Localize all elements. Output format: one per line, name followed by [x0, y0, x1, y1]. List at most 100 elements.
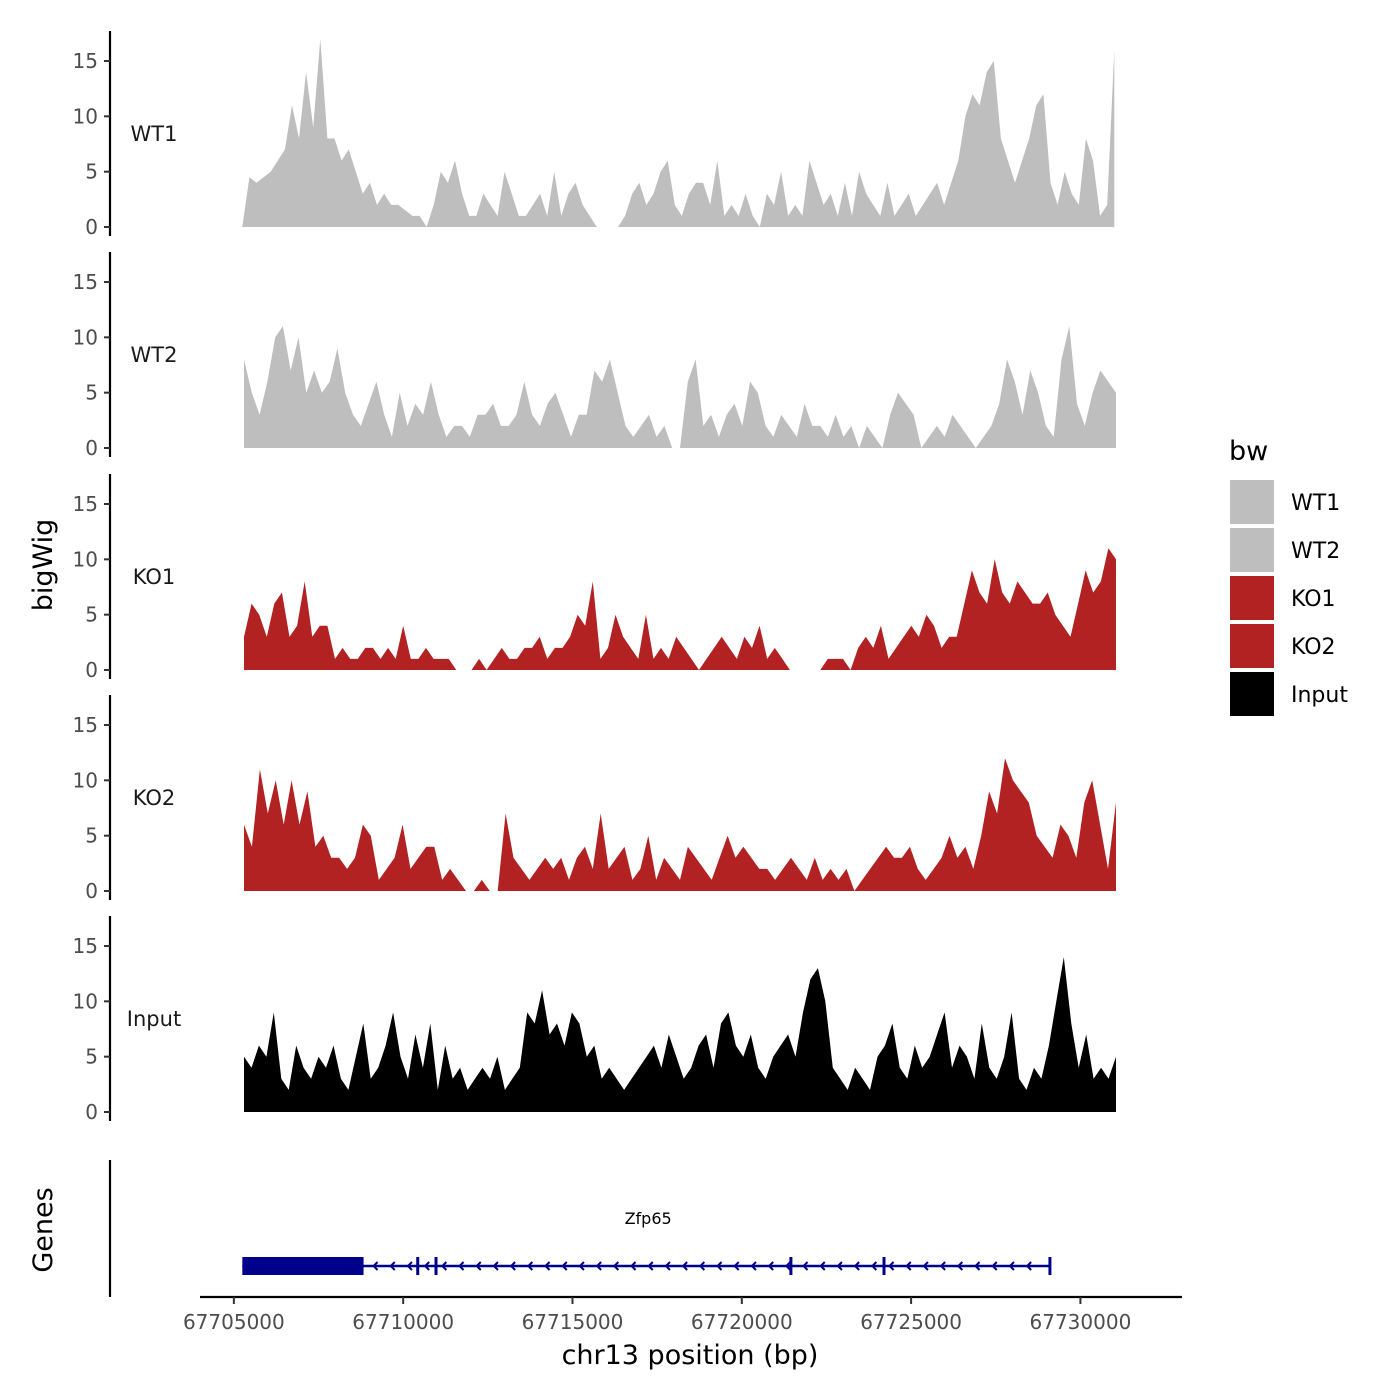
area-wt1: [242, 38, 1115, 228]
track-label: WT1: [131, 122, 178, 146]
strand-arrow: [372, 1261, 379, 1271]
strand-arrow: [526, 1261, 534, 1271]
legend-label: WT1: [1291, 491, 1340, 516]
strand-arrow: [939, 1261, 946, 1271]
strand-arrow: [716, 1261, 723, 1271]
y-tick-label: 10: [73, 989, 98, 1013]
strand-arrow: [423, 1261, 430, 1271]
strand-arrow: [612, 1261, 620, 1271]
strand-arrow: [647, 1261, 654, 1271]
y-tick-label: 10: [73, 325, 98, 349]
track-wt1: 0 5 10 15 WT1: [73, 31, 1115, 239]
legend-label: WT2: [1291, 539, 1340, 564]
track-label: KO1: [133, 565, 176, 589]
y-tick-label: 5: [85, 381, 98, 405]
strand-arrow: [905, 1261, 912, 1271]
legend-entry-ko1: KO1: [1230, 576, 1336, 620]
gene-thick-exon: [242, 1257, 364, 1275]
strand-arrow: [888, 1261, 895, 1271]
area-ko1: [244, 548, 1116, 670]
track-label: WT2: [131, 343, 178, 367]
y-tick-label: 0: [85, 215, 98, 239]
track-input: 0 5 10 15 Input: [73, 916, 1116, 1124]
y-tick-label: 0: [85, 1100, 98, 1124]
area-wt2: [244, 326, 1116, 448]
strand-arrow: [1008, 1261, 1015, 1271]
track-ko1: 0 5 10 15 KO1: [73, 474, 1116, 682]
y-tick-label: 0: [85, 436, 98, 460]
area-input: [244, 957, 1116, 1112]
legend-entry-input: Input: [1230, 672, 1348, 716]
legend: bw WT1 WT2 KO1 KO2 Input: [1229, 436, 1348, 716]
genes-track-title: Genes: [28, 1187, 59, 1272]
track-ko2: 0 5 10 15 KO2: [73, 695, 1116, 903]
strand-arrow: [922, 1261, 929, 1271]
legend-swatch: [1230, 624, 1274, 668]
signal-tracks: 0 5 10 15 WT1 0 5 10 15 WT2 0 5 10 15 KO1 0 5 10 15 KO2 0 5 10…: [73, 31, 1116, 1124]
x-tick-label: 67710000: [352, 1310, 454, 1334]
legend-label: Input: [1291, 683, 1348, 708]
x-tick-label: 67715000: [522, 1310, 624, 1334]
strand-arrow: [406, 1261, 413, 1271]
y-tick-label: 0: [85, 879, 98, 903]
strand-arrow: [561, 1261, 568, 1271]
y-tick-label: 15: [73, 270, 98, 294]
legend-label: KO2: [1291, 635, 1336, 660]
strand-arrow: [544, 1261, 551, 1271]
track-label: KO2: [133, 786, 176, 810]
y-axis-title: bigWig: [28, 519, 59, 612]
strand-arrow: [1025, 1261, 1032, 1271]
y-tick-label: 5: [85, 160, 98, 184]
gene-name-label: Zfp65: [625, 1209, 672, 1228]
strand-arrow: [458, 1261, 465, 1271]
strand-arrow: [767, 1261, 774, 1271]
legend-label: KO1: [1291, 587, 1336, 612]
strand-arrow: [802, 1261, 809, 1271]
y-tick-label: 15: [73, 492, 98, 516]
legend-entry-wt1: WT1: [1230, 480, 1340, 524]
strand-arrow: [991, 1261, 998, 1271]
strand-arrow: [509, 1261, 516, 1271]
y-tick-label: 15: [73, 934, 98, 958]
strand-arrow: [853, 1261, 860, 1271]
strand-arrow: [698, 1261, 706, 1271]
legend-entry-ko2: KO2: [1230, 624, 1336, 668]
legend-entry-wt2: WT2: [1230, 528, 1340, 572]
legend-title: bw: [1229, 436, 1268, 467]
strand-arrow: [974, 1261, 981, 1271]
strand-arrow: [681, 1261, 688, 1271]
strand-arrow: [836, 1261, 843, 1271]
strand-arrow: [440, 1261, 448, 1271]
legend-swatch: [1230, 528, 1274, 572]
strand-arrow: [578, 1261, 585, 1271]
legend-swatch: [1230, 576, 1274, 620]
strand-arrow: [956, 1261, 964, 1271]
x-tick-label: 67705000: [183, 1310, 285, 1334]
track-label: Input: [127, 1007, 181, 1031]
strand-arrow: [664, 1261, 671, 1271]
x-axis: 67705000 67710000 67715000 67720000 67725000…: [183, 1295, 1182, 1334]
strand-arrow: [870, 1261, 878, 1271]
y-tick-label: 10: [73, 768, 98, 792]
legend-swatch: [1230, 672, 1274, 716]
y-tick-label: 5: [85, 824, 98, 848]
strand-arrow: [492, 1261, 499, 1271]
legend-swatch: [1230, 480, 1274, 524]
y-tick-label: 15: [73, 49, 98, 73]
strand-arrow: [819, 1261, 826, 1271]
y-tick-label: 15: [73, 713, 98, 737]
x-tick-label: 67720000: [691, 1310, 793, 1334]
y-tick-label: 0: [85, 658, 98, 682]
strand-arrow: [784, 1261, 792, 1271]
area-ko2: [244, 758, 1116, 891]
track-wt2: 0 5 10 15 WT2: [73, 252, 1116, 460]
x-tick-label: 67725000: [860, 1310, 962, 1334]
strand-arrow: [733, 1261, 740, 1271]
genes-track: Genes Zfp65: [28, 1160, 1052, 1297]
strand-arrow: [630, 1261, 637, 1271]
strand-arrow: [750, 1261, 757, 1271]
y-tick-label: 5: [85, 1045, 98, 1069]
x-tick-label: 67730000: [1030, 1310, 1132, 1334]
strand-arrow: [389, 1261, 396, 1271]
